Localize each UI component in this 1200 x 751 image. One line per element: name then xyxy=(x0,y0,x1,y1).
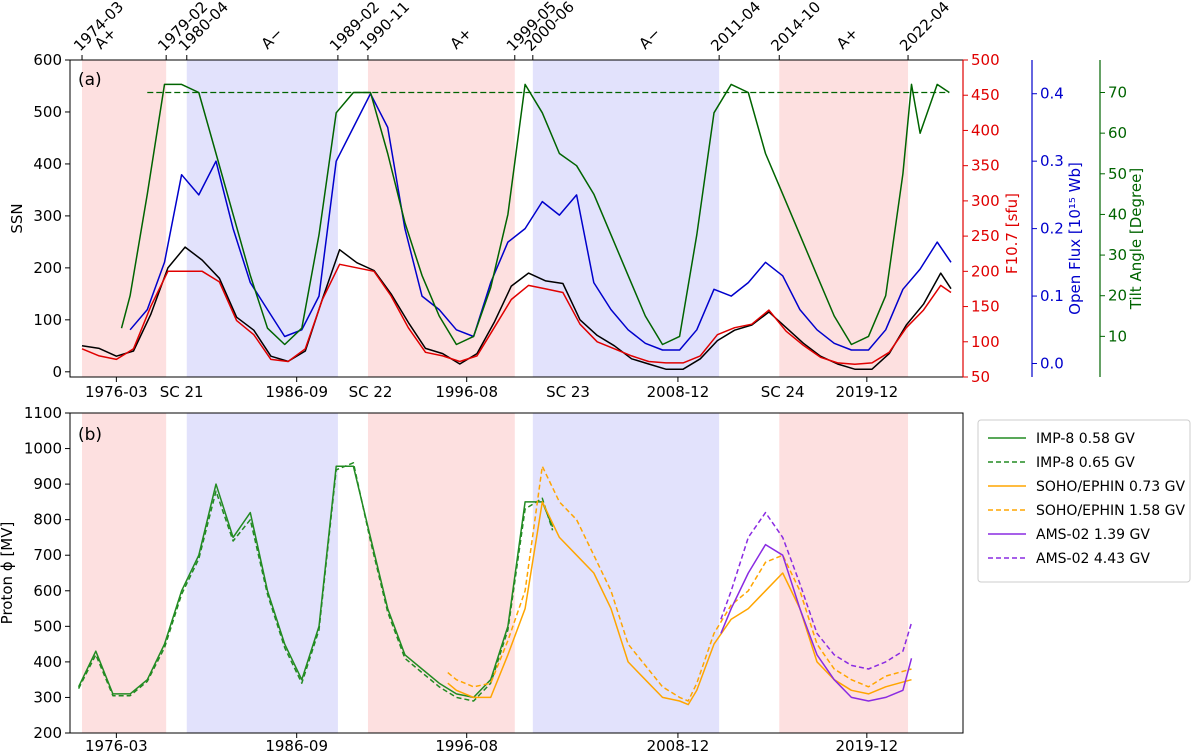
series-line-imp-8-0-65-gv xyxy=(77,462,554,702)
cycle-label: SC 21 xyxy=(160,383,204,401)
series-line-f10-7 xyxy=(81,263,952,366)
panel-a-label: (a) xyxy=(78,70,102,90)
panel-b-x-tick-label: 2008-12 xyxy=(647,737,710,751)
tilt-tick-label: 40 xyxy=(1108,205,1127,223)
shaded-period-b-3 xyxy=(532,413,720,733)
proton-tick-label: 800 xyxy=(33,511,62,529)
cycle-label: SC 23 xyxy=(546,383,590,401)
series-line-tilt-angle xyxy=(120,83,950,346)
proton-tick-label: 400 xyxy=(33,653,62,671)
series-line-soho-ephin-1-58-gv xyxy=(447,465,912,702)
proton-tick-label: 700 xyxy=(33,546,62,564)
ssn-tick-label: 600 xyxy=(33,51,62,69)
f107-tick-label: 150 xyxy=(971,298,1000,316)
legend-box xyxy=(977,419,1191,583)
shaded-period-1 xyxy=(186,60,338,377)
polarity-label: A− xyxy=(258,24,287,53)
proton-tick-label: 500 xyxy=(33,617,62,635)
f107-tick-label: 50 xyxy=(971,368,990,386)
shaded-period-4 xyxy=(779,60,909,377)
panel-a-x-tick-label: 1986-09 xyxy=(265,383,328,401)
shaded-period-b-0 xyxy=(82,413,167,733)
open-flux-tick-label: 0.0 xyxy=(1040,355,1064,373)
proton-tick-label: 200 xyxy=(33,724,62,742)
tilt-axis-label: Tilt Angle [Degree] xyxy=(1127,168,1145,310)
legend-entry-label: AMS-02 4.43 GV xyxy=(1036,551,1150,567)
panel-b-frame xyxy=(69,412,964,734)
panel-a: 0 100 200 300 400 500 600 SSN 50 100 150 200 250 300 3… xyxy=(8,0,1145,401)
f107-tick-label: 200 xyxy=(971,262,1000,280)
proton-tick-label: 1100 xyxy=(24,404,62,422)
shaded-period-b-4 xyxy=(779,413,909,733)
shaded-period-2 xyxy=(367,60,515,377)
f107-tick-label: 350 xyxy=(971,157,1000,175)
top-event-label: 2022-04 xyxy=(896,0,953,55)
panel-b-x-tick-label: 1976-03 xyxy=(85,737,148,751)
polarity-label: A+ xyxy=(833,24,862,53)
polarity-label: A+ xyxy=(446,24,475,53)
panel-b-x-tick-label: 1986-09 xyxy=(265,737,328,751)
series-line-ams-02-4-43-gv xyxy=(720,511,913,670)
series-line-ams-02-1-39-gv xyxy=(720,543,913,702)
ssn-tick-label: 400 xyxy=(33,155,62,173)
f107-tick-label: 300 xyxy=(971,192,1000,210)
open-flux-tick-label: 0.2 xyxy=(1040,220,1064,238)
tilt-tick-label: 50 xyxy=(1108,165,1127,183)
ssn-tick-label: 300 xyxy=(33,207,62,225)
f107-axis-label: F10.7 [sfu] xyxy=(1003,193,1021,274)
tilt-tick-label: 10 xyxy=(1108,327,1127,345)
proton-tick-label: 1000 xyxy=(24,440,62,458)
f107-tick-label: 450 xyxy=(971,86,1000,104)
proton-tick-label: 600 xyxy=(33,582,62,600)
panel-b-x-tick-label: 2019-12 xyxy=(835,737,898,751)
legend-entry-label: IMP-8 0.58 GV xyxy=(1036,431,1135,447)
proton-axis-label: Proton ϕ [MV] xyxy=(0,522,16,625)
series-line-soho-ephin-0-73-gv xyxy=(447,501,912,706)
series-line-open-flux xyxy=(129,92,952,351)
ssn-axis-label: SSN xyxy=(8,203,26,233)
tilt-tick-label: 70 xyxy=(1108,84,1127,102)
f107-tick-label: 100 xyxy=(971,333,1000,351)
cycle-label: SC 24 xyxy=(761,383,805,401)
panel-a-x-tick-label: 1996-08 xyxy=(435,383,498,401)
top-event-label: 2011-04 xyxy=(707,0,764,55)
panel-a-x-tick-label: 1976-03 xyxy=(85,383,148,401)
ssn-tick-label: 500 xyxy=(33,103,62,121)
panel-b-x-tick-label: 1996-08 xyxy=(435,737,498,751)
legend-entry-label: AMS-02 1.39 GV xyxy=(1036,527,1150,543)
shaded-period-0 xyxy=(82,60,167,377)
cycle-label: SC 22 xyxy=(349,383,393,401)
polarity-label: A− xyxy=(635,24,664,53)
legend-entry-label: SOHO/EPHIN 1.58 GV xyxy=(1036,503,1186,519)
tilt-tick-label: 20 xyxy=(1108,287,1127,305)
legend-entry-label: IMP-8 0.65 GV xyxy=(1036,455,1135,471)
panel-b-label: (b) xyxy=(78,425,102,445)
panel-a-x-tick-label: 2008-12 xyxy=(647,383,710,401)
f107-tick-label: 500 xyxy=(971,51,1000,69)
panel-b: 200 300 400 500 600 700 800 900 1000 1100 Proton ϕ… xyxy=(0,404,964,751)
tilt-tick-label: 60 xyxy=(1108,124,1127,142)
open-flux-tick-label: 0.3 xyxy=(1040,152,1064,170)
series-line-ssn xyxy=(81,246,952,370)
f107-tick-label: 250 xyxy=(971,227,1000,245)
top-event-label: 2014-10 xyxy=(767,0,824,55)
open-flux-axis-label: Open Flux [10¹⁵ Wb] xyxy=(1066,162,1084,315)
tilt-tick-label: 30 xyxy=(1108,246,1127,264)
ssn-tick-label: 100 xyxy=(33,311,62,329)
legend-entry-label: SOHO/EPHIN 0.73 GV xyxy=(1036,479,1186,495)
shaded-period-3 xyxy=(532,60,720,377)
f107-tick-label: 400 xyxy=(971,121,1000,139)
legend: IMP-8 0.58 GV IMP-8 0.65 GV SOHO/EPHIN 0.7… xyxy=(977,419,1191,583)
proton-tick-label: 300 xyxy=(33,688,62,706)
panel-a-x-tick-label: 2019-12 xyxy=(835,383,898,401)
open-flux-tick-label: 0.4 xyxy=(1040,85,1064,103)
ssn-tick-label: 200 xyxy=(33,259,62,277)
proton-tick-label: 900 xyxy=(33,475,62,493)
open-flux-tick-label: 0.1 xyxy=(1040,287,1064,305)
ssn-tick-label: 0 xyxy=(52,363,62,381)
